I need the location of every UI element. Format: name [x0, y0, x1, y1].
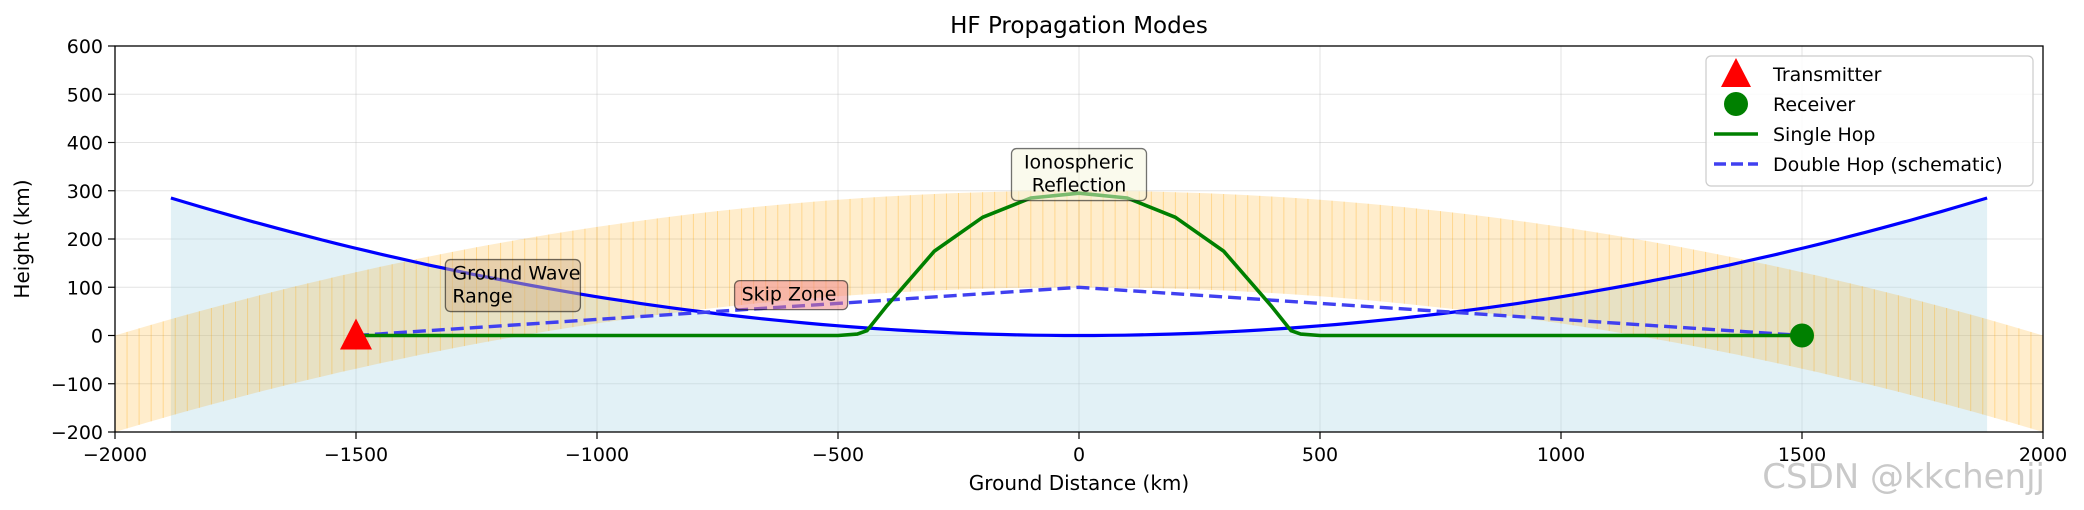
legend-frame: [1705, 55, 2034, 187]
annotation-text: Range: [452, 286, 512, 308]
annotation-box: [444, 258, 582, 313]
annotation: Skip Zone: [733, 279, 849, 311]
y-tick-label: −100: [51, 374, 103, 396]
annotation-text: Ground Wave: [452, 263, 580, 285]
y-tick-label: 200: [67, 229, 103, 251]
y-tick-label: 100: [67, 277, 103, 299]
x-tick-label: 500: [1302, 444, 1338, 466]
x-tick-label: −500: [812, 444, 864, 466]
x-axis: −2000 −1500 −1000 −500 0 500 1000 1500 2000: [83, 432, 2067, 466]
transmitter-marker: [340, 318, 372, 350]
y-axis-label: Height (km): [10, 179, 34, 298]
receiver-marker: [1790, 323, 1814, 348]
ionosphere-hatch: [126, 190, 2032, 429]
annotation-text: Reflection: [1032, 175, 1127, 197]
x-tick-label: −1000: [565, 444, 629, 466]
annotation-box: [733, 279, 849, 311]
y-tick-label: 500: [67, 84, 103, 106]
annotation-text: Ionospheric: [1024, 152, 1134, 174]
x-tick-label: −1500: [324, 444, 388, 466]
x-axis-label: Ground Distance (km): [969, 471, 1189, 495]
y-tick-label: 300: [67, 181, 103, 203]
legend-label: Transmitter: [1772, 64, 1882, 86]
x-tick-label: 1500: [1778, 444, 1826, 466]
x-tick-label: −2000: [83, 444, 147, 466]
y-tick-label: 0: [91, 326, 103, 348]
ionosphere-band: [115, 190, 2043, 432]
legend-label: Single Hop: [1773, 124, 1875, 146]
annotation-text: Skip Zone: [742, 284, 837, 306]
plot-area: [115, 190, 2043, 432]
x-tick-label: 2000: [2019, 444, 2067, 466]
x-tick-label: 0: [1073, 444, 1085, 466]
legend-receiver-symbol: [1724, 92, 1748, 116]
y-axis: −200 −100 0 100 200 300 400 500 600: [51, 36, 115, 444]
earth-fill-area: [170, 198, 1988, 432]
x-tick-label: 1000: [1537, 444, 1585, 466]
chart-title: HF Propagation Modes: [950, 13, 1208, 39]
watermark: CSDN @kkchenjj: [1762, 457, 2045, 497]
annotation-box: [1010, 147, 1148, 202]
legend-label: Double Hop (schematic): [1773, 154, 2003, 176]
legend: Transmitter Receiver Single Hop Double Hop …: [1705, 55, 2034, 187]
y-tick-label: 400: [67, 133, 103, 155]
y-tick-label: 600: [67, 36, 103, 58]
double-hop-line: [355, 285, 1803, 338]
legend-label: Receiver: [1773, 94, 1855, 116]
y-tick-label: −200: [51, 422, 103, 444]
legend-transmitter-symbol: [1721, 58, 1751, 87]
